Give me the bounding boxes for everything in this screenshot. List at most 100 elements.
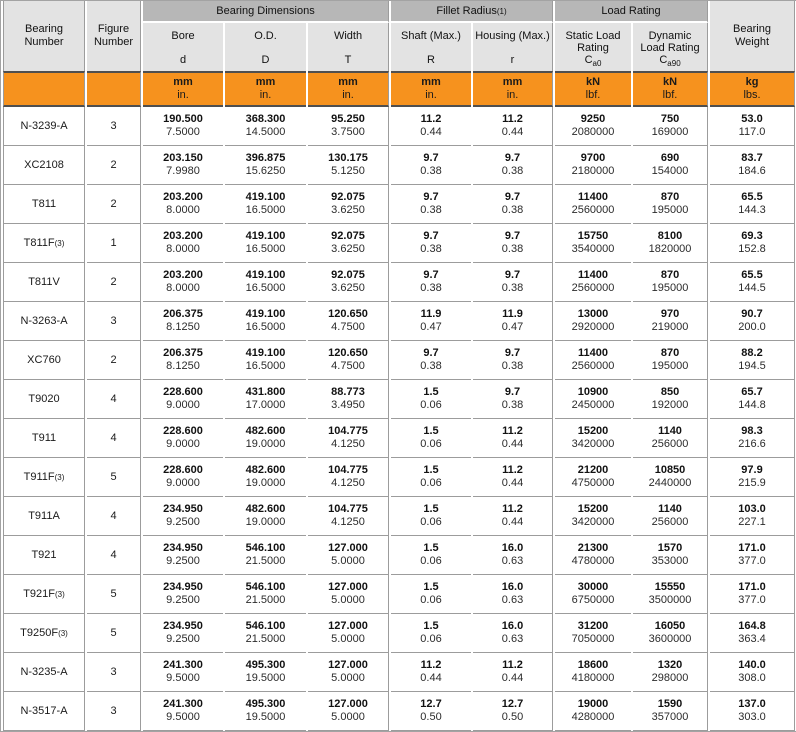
- figure-number-value: 4: [110, 431, 117, 444]
- cell-wt: 97.9 215.9: [710, 458, 796, 497]
- col-header-od: O.D. D: [225, 23, 306, 71]
- bearing-name: N-3235-A: [20, 665, 68, 678]
- figure-number-value: 2: [110, 275, 117, 288]
- cell-bearing-number: T921: [3, 536, 85, 575]
- group-header-bearing-dimensions: Bearing Dimensions: [143, 1, 389, 23]
- cell-width: 92.075 3.6250: [308, 263, 389, 302]
- cell-od: 396.875 15.6250: [225, 146, 306, 185]
- housing-label: Housing (Max.): [475, 30, 550, 42]
- cell-figure-number: 4: [87, 536, 141, 575]
- table-row: N-3239-A 3 190.500 7.5000 368.300 14.5000 95.2…: [3, 107, 796, 146]
- cell-bearing-number: N-3517-A: [3, 692, 85, 731]
- bearing-name: N-3263-A: [20, 314, 68, 327]
- cell-housing: 16.0 0.63: [473, 536, 553, 575]
- cell-shaft: 12.7 0.50: [391, 692, 471, 731]
- cell-bore: 234.950 9.2500: [143, 575, 223, 614]
- bearing-name: XC2108: [24, 158, 64, 171]
- cell-width: 104.775 4.1250: [308, 419, 389, 458]
- col-header-width: Width T: [308, 23, 389, 71]
- cell-od: 495.300 19.5000: [225, 692, 306, 731]
- units-cell-width: mm in.: [308, 71, 389, 107]
- cell-bore: 203.200 8.0000: [143, 263, 223, 302]
- cell-shaft: 1.5 0.06: [391, 380, 471, 419]
- cell-stat: 18600 4180000: [555, 653, 631, 692]
- cell-bearing-number: T911A: [3, 497, 85, 536]
- cell-figure-number: 2: [87, 146, 141, 185]
- figure-number-value: 4: [110, 548, 117, 561]
- cell-housing: 12.7 0.50: [473, 692, 553, 731]
- figure-number-label: Figure Number: [93, 23, 134, 48]
- table-body: N-3239-A 3 190.500 7.5000 368.300 14.5000 95.2…: [3, 107, 796, 731]
- cell-bearing-number: T9020: [3, 380, 85, 419]
- cell-stat: 30000 6750000: [555, 575, 631, 614]
- figure-number-value: 3: [110, 665, 117, 678]
- bore-label: Bore: [171, 30, 195, 42]
- bearing-footnote: (3): [54, 472, 65, 482]
- cell-figure-number: 2: [87, 185, 141, 224]
- cell-figure-number: 4: [87, 380, 141, 419]
- cell-bore: 203.200 8.0000: [143, 185, 223, 224]
- bearing-weight-label: Bearing Weight: [733, 23, 771, 48]
- cell-dyn: 690 154000: [633, 146, 709, 185]
- cell-width: 127.000 5.0000: [308, 575, 389, 614]
- load-rating-label: Load Rating: [601, 5, 661, 17]
- figure-number-value: 5: [110, 470, 117, 483]
- cell-dyn: 16050 3600000: [633, 614, 709, 653]
- cell-bearing-number: N-3235-A: [3, 653, 85, 692]
- figure-number-value: 1: [110, 236, 117, 249]
- cell-wt: 83.7 184.6: [710, 146, 796, 185]
- figure-number-value: 2: [110, 197, 117, 210]
- table-row: T911 4 228.600 9.0000 482.600 19.0000 104.775 4…: [3, 419, 796, 458]
- cell-bore: 234.950 9.2500: [143, 497, 223, 536]
- cell-housing: 16.0 0.63: [473, 614, 553, 653]
- figure-number-value: 2: [110, 158, 117, 171]
- cell-width: 120.650 4.7500: [308, 341, 389, 380]
- cell-bore: 203.150 7.9980: [143, 146, 223, 185]
- table-row: XC760 2 206.375 8.1250 419.100 16.5000 120.650…: [3, 341, 796, 380]
- units-cell-dynamic: kN lbf.: [633, 71, 709, 107]
- cell-dyn: 750 169000: [633, 107, 709, 146]
- cell-shaft: 11.9 0.47: [391, 302, 471, 341]
- bearing-name: T911: [31, 431, 57, 444]
- cell-od: 419.100 16.5000: [225, 185, 306, 224]
- cell-bore: 203.200 8.0000: [143, 224, 223, 263]
- cell-figure-number: 3: [87, 692, 141, 731]
- units-cell-figure: [87, 71, 141, 107]
- cell-housing: 9.7 0.38: [473, 341, 553, 380]
- cell-width: 88.773 3.4950: [308, 380, 389, 419]
- col-header-figure-number: Figure Number: [87, 1, 141, 71]
- col-header-housing: Housing (Max.) r: [473, 23, 553, 71]
- bearing-name: T911F: [23, 470, 55, 483]
- table-row: T911A 4 234.950 9.2500 482.600 19.0000 104.775…: [3, 497, 796, 536]
- cell-shaft: 1.5 0.06: [391, 575, 471, 614]
- cell-od: 368.300 14.5000: [225, 107, 306, 146]
- cell-dyn: 870 195000: [633, 341, 709, 380]
- bearing-name: T911A: [28, 509, 60, 522]
- dynamic-load-symbol: Ca90: [659, 54, 681, 69]
- cell-wt: 53.0 117.0: [710, 107, 796, 146]
- cell-bore: 228.600 9.0000: [143, 458, 223, 497]
- housing-symbol: r: [510, 54, 515, 66]
- units-cell-housing: mm in.: [473, 71, 553, 107]
- cell-dyn: 1140 256000: [633, 497, 709, 536]
- bearing-name: T811: [31, 197, 57, 210]
- col-header-shaft: Shaft (Max.) R: [391, 23, 471, 71]
- width-label: Width: [333, 30, 363, 42]
- table-row: T9020 4 228.600 9.0000 431.800 17.0000 88.773 3…: [3, 380, 796, 419]
- units-cell-bore: mm in.: [143, 71, 223, 107]
- cell-bore: 206.375 8.1250: [143, 302, 223, 341]
- units-cell-static: kN lbf.: [555, 71, 631, 107]
- group-header-load-rating: Load Rating: [555, 1, 709, 23]
- cell-figure-number: 5: [87, 575, 141, 614]
- cell-stat: 10900 2450000: [555, 380, 631, 419]
- shaft-label: Shaft (Max.): [401, 30, 461, 42]
- header-column-row: Bore d O.D. D Width T Shaft (Max.) R Housing…: [3, 23, 795, 71]
- bearing-name: N-3517-A: [20, 704, 68, 717]
- od-label: O.D.: [254, 30, 277, 42]
- cell-stat: 9700 2180000: [555, 146, 631, 185]
- bearing-number-label: Bearing Number: [24, 23, 64, 48]
- cell-stat: 9250 2080000: [555, 107, 631, 146]
- cell-shaft: 9.7 0.38: [391, 146, 471, 185]
- table-row: T811V 2 203.200 8.0000 419.100 16.5000 92.075 3…: [3, 263, 796, 302]
- cell-figure-number: 4: [87, 419, 141, 458]
